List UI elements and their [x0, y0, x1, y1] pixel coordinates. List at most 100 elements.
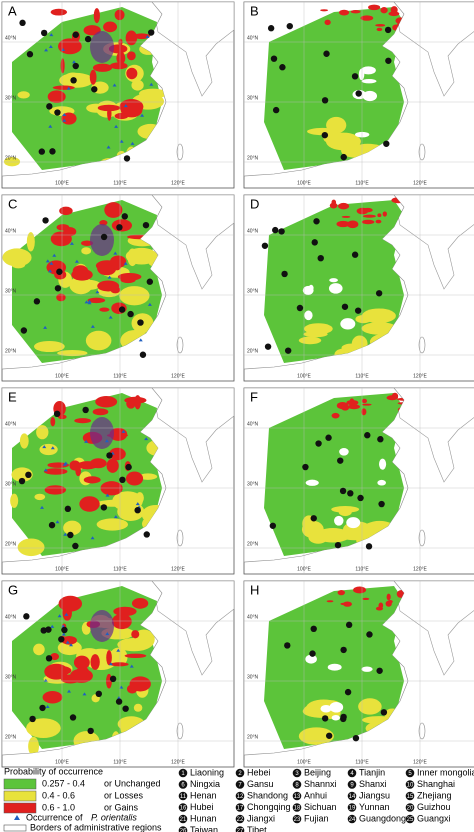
occurrence-point — [90, 536, 95, 540]
high-patch — [119, 99, 144, 115]
region-marker — [352, 734, 360, 742]
region-marker — [344, 688, 352, 696]
region-marker — [364, 432, 371, 439]
occurrence-label: Occurrence of — [26, 812, 83, 822]
occurrence-point — [105, 632, 110, 636]
occurrence-point — [63, 532, 68, 536]
high-patch — [114, 9, 125, 21]
mid-patch — [11, 467, 33, 482]
legend-swatch — [3, 790, 37, 802]
region-marker — [134, 507, 141, 514]
region-marker — [45, 655, 53, 662]
region-marker — [137, 319, 144, 326]
region-marker — [385, 57, 392, 64]
region-marker — [127, 310, 134, 318]
occurrence-point — [114, 124, 119, 128]
panel-label: D — [250, 196, 259, 211]
region-marker — [296, 304, 304, 312]
lat-label: 20°N — [5, 155, 17, 161]
mid-patch — [57, 640, 82, 656]
occurrence-point — [105, 493, 110, 497]
region-name: Inner mongolia — [417, 767, 474, 777]
lat-label: 30°N — [5, 481, 17, 487]
region-marker — [341, 303, 349, 310]
region-marker — [64, 505, 72, 513]
region-name: Tibet — [247, 825, 267, 832]
region-marker — [54, 109, 61, 116]
lon-label: 110°E — [113, 373, 127, 379]
occurrence-point — [50, 624, 55, 628]
map-panel: 40°N 30°N 20°N 100°E 110°E 120°E B — [243, 1, 474, 189]
lon-label: 100°E — [297, 373, 311, 379]
region-marker — [281, 270, 288, 278]
panel-label: F — [250, 389, 258, 404]
region-marker — [355, 90, 362, 97]
legend-range: 0.4 - 0.6 — [42, 790, 75, 800]
region-number: 13 — [294, 794, 301, 800]
gain-patch — [337, 202, 350, 210]
loss-patch — [303, 331, 328, 338]
mid-patch — [125, 247, 158, 265]
occurrence-point — [62, 112, 67, 116]
region-name: Zhejiang — [417, 790, 452, 800]
gap-patch — [328, 283, 343, 294]
legend-range: 0.6 - 1.0 — [42, 802, 75, 812]
gain-patch — [346, 220, 359, 229]
region-number-badge — [292, 803, 302, 812]
region-name: Liaoning — [190, 767, 224, 777]
border-swatch — [3, 824, 27, 832]
high-patch — [113, 606, 137, 617]
region-marker — [315, 440, 322, 447]
occurrence-point — [61, 632, 66, 636]
occurrence-point — [57, 614, 62, 618]
lon-label: 110°E — [113, 566, 127, 572]
region-number: 8 — [295, 783, 299, 789]
high-patch — [81, 240, 94, 246]
loss-patch — [358, 698, 382, 715]
taiwan — [176, 722, 184, 740]
gap-patch — [327, 663, 342, 671]
loss-patch — [338, 507, 352, 517]
occurrence-point — [69, 643, 74, 647]
region-marker — [139, 351, 147, 358]
occurrence-point — [45, 259, 50, 263]
lon-label: 110°E — [113, 759, 127, 765]
high-patch — [58, 38, 82, 55]
region-marker — [26, 51, 34, 58]
region-name: Ningxia — [190, 779, 220, 789]
lon-label: 100°E — [55, 373, 69, 379]
occurrence-point — [40, 505, 45, 509]
panel-label: H — [250, 582, 259, 597]
gain-patch — [360, 15, 374, 21]
region-marker — [91, 86, 98, 93]
high-patch — [44, 485, 67, 495]
occurrence-point — [87, 299, 92, 303]
region-number-badge — [347, 803, 357, 812]
region-number-badge — [178, 814, 188, 824]
region-marker — [284, 347, 292, 354]
occurrence-point — [95, 290, 100, 294]
region-number-badge — [292, 814, 302, 824]
mid-patch — [33, 643, 45, 656]
region-number: 21 — [180, 817, 187, 823]
gain-patch — [361, 408, 367, 416]
region-marker — [310, 625, 317, 633]
occurrence-point — [121, 429, 126, 433]
region-number: 20 — [407, 806, 414, 812]
mid-patch — [19, 433, 29, 449]
region-marker — [340, 715, 347, 723]
lon-label: 120°E — [171, 759, 185, 765]
region-marker — [267, 25, 275, 32]
gain-patch — [356, 207, 369, 215]
region-number: 26 — [180, 829, 187, 832]
gap-patch — [358, 68, 365, 81]
lon-label: 110°E — [113, 180, 127, 186]
high-patch — [90, 654, 100, 670]
lat-label: 40°N — [247, 614, 259, 620]
region-marker — [261, 242, 269, 249]
occurrence-point — [52, 253, 57, 257]
region-marker — [33, 298, 41, 305]
region-number: 22 — [237, 817, 244, 823]
gain-patch — [340, 602, 348, 606]
map-panel: 40°N 30°N 20°N 100°E 110°E 120°E D — [243, 194, 474, 382]
